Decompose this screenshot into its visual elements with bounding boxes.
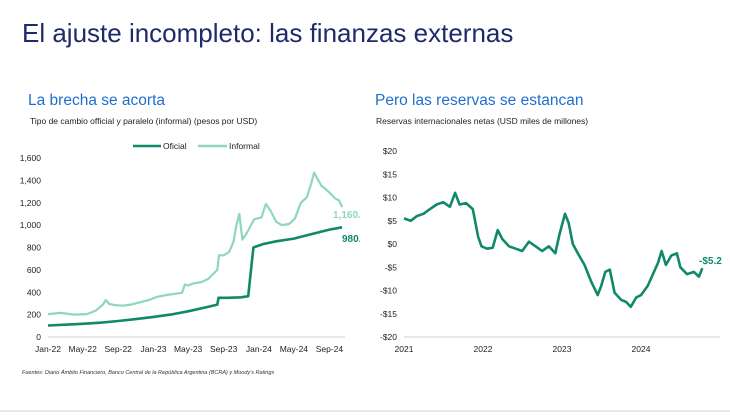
y-tick-label: 1,600 [20, 153, 42, 163]
exchange-rate-chart: 0 200 400 600 800 1,000 1,200 1,400 1,600 Jan-22 M… [20, 141, 360, 354]
x-tick-label: May-22 [68, 344, 97, 354]
y-tick-label: 1,200 [20, 198, 42, 208]
y-tick-label: -$5 [385, 262, 398, 272]
y-tick-label: -$10 [380, 286, 397, 296]
x-tick-label: Jan-23 [140, 344, 166, 354]
informal-series-line [47, 171, 344, 316]
x-tick-label: 2022 [474, 344, 493, 354]
reserves-series-line [403, 191, 704, 309]
y-tick-label: 1,400 [20, 175, 42, 185]
bottom-divider [0, 410, 730, 412]
x-tick-label: Sep-23 [210, 344, 238, 354]
y-tick-label: 200 [27, 310, 41, 320]
x-tick-label: 2024 [632, 344, 651, 354]
y-tick-label: $20 [383, 146, 397, 156]
x-tick-label: 2021 [395, 344, 414, 354]
y-tick-label: -$15 [380, 309, 397, 319]
oficial-series-line [47, 226, 343, 327]
slide-title: El ajuste incompleto: las finanzas exter… [22, 18, 514, 48]
y-tick-label: -$20 [380, 332, 397, 342]
y-tick-label: $5 [388, 216, 398, 226]
y-tick-label: 800 [27, 243, 41, 253]
y-tick-label: $0 [388, 239, 398, 249]
x-tick-label: Jan-24 [246, 344, 272, 354]
reserves-chart: -$20 -$15 -$10 -$5 $0 $5 $10 $15 $20 2021 2022 2023… [380, 146, 722, 354]
legend-oficial-label: Oficial [163, 141, 187, 151]
y-tick-label: 400 [27, 287, 41, 297]
left-panel-title: La brecha se acorta [28, 92, 166, 109]
x-tick-label: May-24 [280, 344, 309, 354]
x-tick-label: Jan-22 [35, 344, 61, 354]
x-tick-label: 2023 [553, 344, 572, 354]
y-tick-label: 1,000 [20, 220, 42, 230]
oficial-end-label: 980.3 [342, 234, 360, 245]
x-tick-label: May-23 [174, 344, 203, 354]
y-tick-label: 0 [36, 332, 41, 342]
sources-footnote: Fuentes: Diario Ámbito Financiero, Banco… [22, 370, 275, 376]
right-panel-subtitle: Reservas internacionales netas (USD mile… [376, 116, 589, 126]
right-panel-title: Pero las reservas se estancan [375, 92, 584, 109]
y-tick-label: $15 [383, 169, 397, 179]
x-tick-label: Sep-24 [316, 344, 344, 354]
y-tick-label: 600 [27, 265, 41, 275]
y-tick-label: $10 [383, 193, 397, 203]
legend-informal-label: Informal [229, 141, 260, 151]
reserves-end-label: -$5.2 [699, 256, 722, 267]
informal-end-label: 1,160.0 [333, 210, 360, 221]
x-tick-label: Sep-22 [104, 344, 132, 354]
left-panel-subtitle: Tipo de cambio official y paralelo (info… [30, 116, 258, 126]
